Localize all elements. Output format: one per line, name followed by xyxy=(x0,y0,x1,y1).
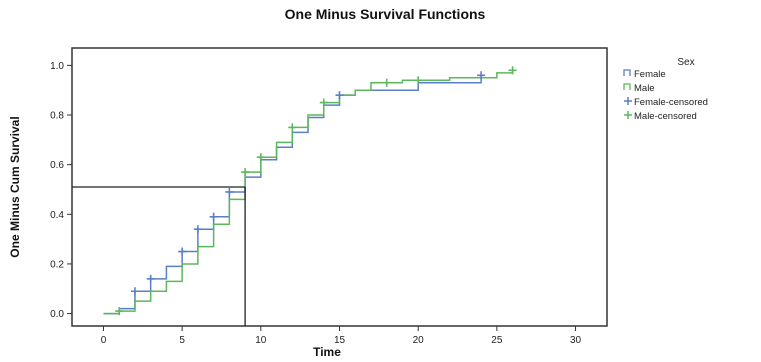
legend-label-female-censored: Female-censored xyxy=(634,97,708,108)
y-tick-label: 0.8 xyxy=(50,111,64,122)
censored-marker-male-censored xyxy=(414,76,423,85)
y-tick-label: 1.0 xyxy=(50,61,64,72)
legend-entry-male-censored: Male-censored xyxy=(624,111,697,122)
legend-label-male: Male xyxy=(634,83,655,94)
censored-marker-female-censored xyxy=(193,225,202,234)
censored-marker-female-censored xyxy=(146,274,155,283)
censored-marker-male-censored xyxy=(288,123,297,132)
censored-marker-female-censored xyxy=(178,247,187,256)
series-line-male xyxy=(103,70,514,315)
x-tick-label: 10 xyxy=(255,335,267,346)
legend-label-female: Female xyxy=(634,69,666,80)
x-tick-label: 0 xyxy=(101,335,107,346)
y-tick-label: 0.0 xyxy=(50,309,64,320)
censored-marker-male-censored xyxy=(508,66,517,75)
censored-marker-female-censored xyxy=(477,71,486,80)
legend-entry-female: Female xyxy=(623,69,666,80)
legend: Sex Female Male Female-censored Male-cen… xyxy=(623,57,708,122)
x-tick-label: 30 xyxy=(570,335,582,346)
censored-marker-male-censored xyxy=(319,98,328,107)
legend-symbol-male-censored xyxy=(624,111,632,119)
legend-symbol-female-censored xyxy=(624,97,632,105)
legend-label-male-censored: Male-censored xyxy=(634,111,697,122)
chart-title: One Minus Survival Functions xyxy=(285,6,486,22)
y-tick-label: 0.2 xyxy=(50,259,64,270)
censored-marker-male-censored xyxy=(256,153,265,162)
censored-marker-female-censored xyxy=(225,187,234,196)
censored-marker-male-censored xyxy=(115,307,124,316)
legend-entry-male: Male xyxy=(623,83,655,94)
legend-entry-female-censored: Female-censored xyxy=(624,97,708,108)
y-tick-label: 0.6 xyxy=(50,160,64,171)
legend-symbol-male xyxy=(623,83,631,90)
x-tick-label: 20 xyxy=(413,335,425,346)
x-tick-label: 5 xyxy=(179,335,185,346)
legend-title: Sex xyxy=(677,57,694,68)
x-tick-label: 25 xyxy=(491,335,503,346)
x-axis: 0 5 10 15 20 25 30 xyxy=(101,326,582,346)
x-tick-label: 15 xyxy=(334,335,346,346)
series-layer xyxy=(103,66,517,316)
x-axis-label: Time xyxy=(313,345,341,359)
reference-lines xyxy=(72,186,246,326)
censored-marker-female-censored xyxy=(130,287,139,296)
censored-marker-male-censored xyxy=(382,78,391,87)
censored-marker-male-censored xyxy=(241,168,250,177)
censored-marker-female-censored xyxy=(209,212,218,221)
legend-symbol-female xyxy=(623,69,631,76)
censored-marker-female-censored xyxy=(335,91,344,100)
y-tick-label: 0.4 xyxy=(50,210,64,221)
y-axis: 0.0 0.2 0.4 0.6 0.8 1.0 xyxy=(50,61,72,320)
y-axis-label: One Minus Cum Survival xyxy=(8,116,22,257)
